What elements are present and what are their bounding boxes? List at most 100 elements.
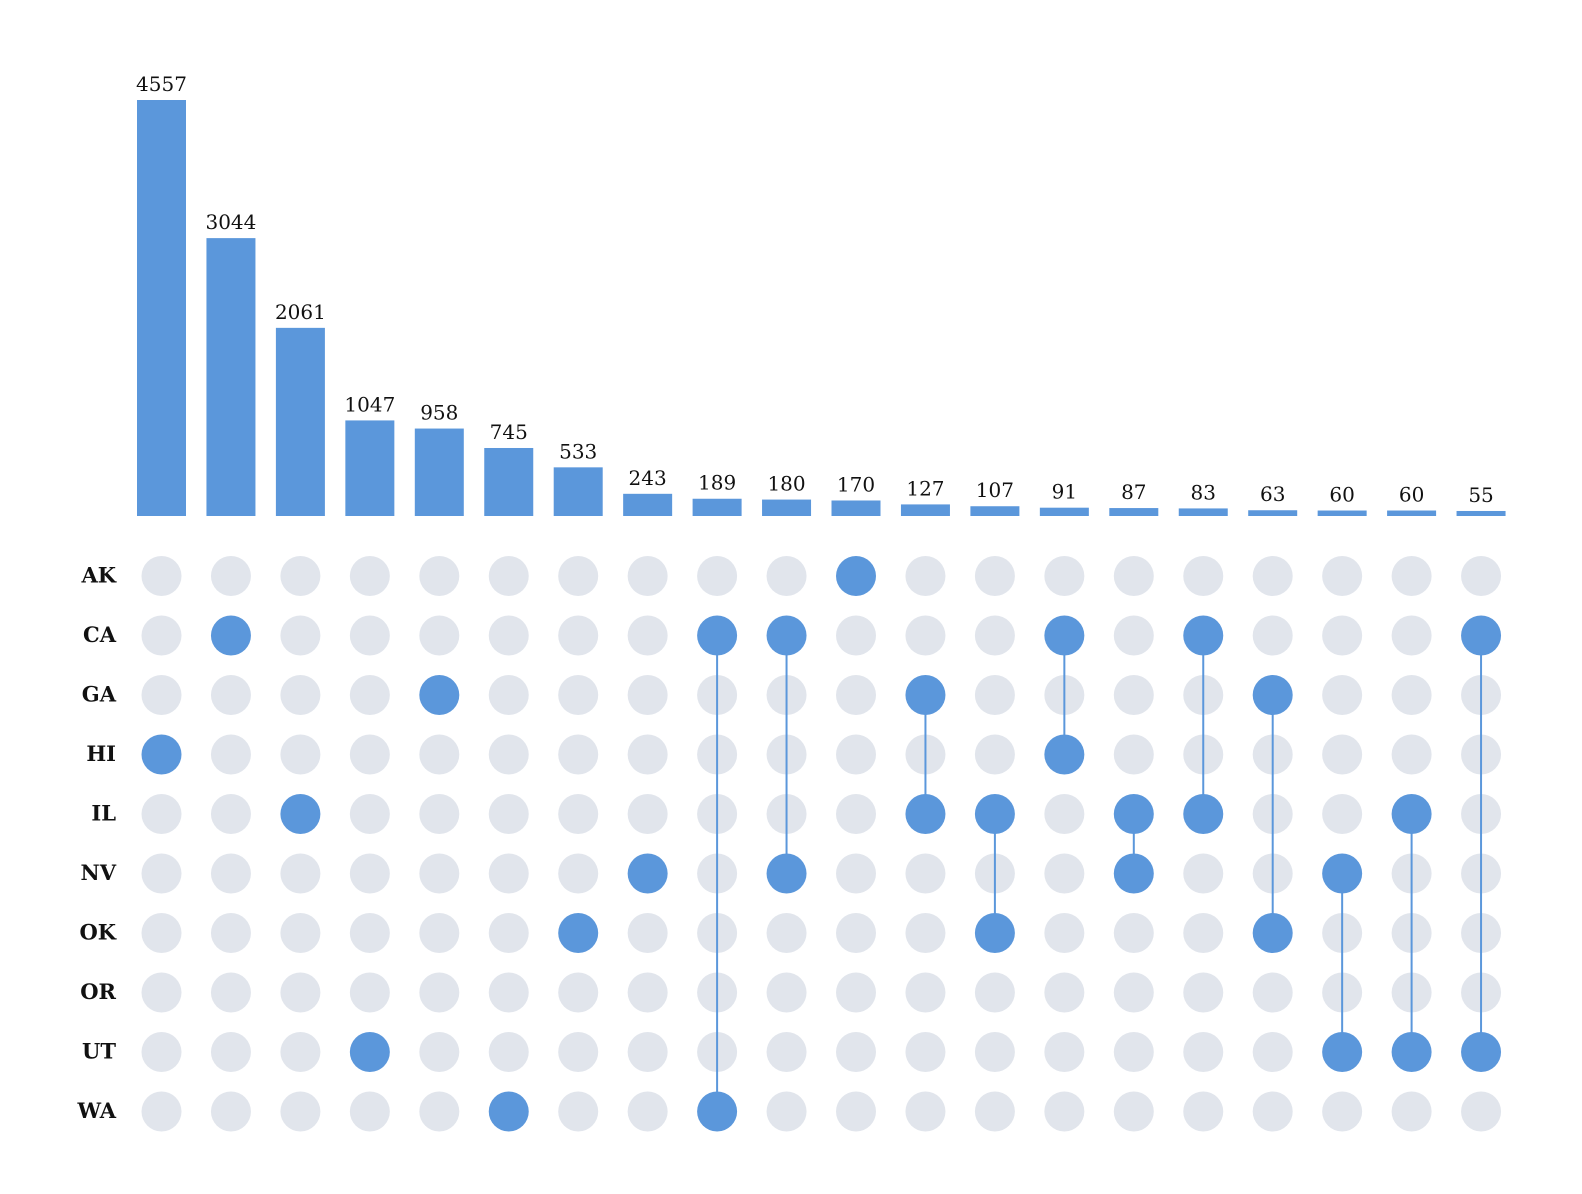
intersection-bar [900, 504, 950, 516]
matrix-dot-active [1322, 1032, 1363, 1072]
matrix-dot-inactive [627, 734, 668, 775]
matrix-dot-inactive [488, 675, 529, 715]
matrix-dot-inactive [836, 794, 876, 834]
matrix-column [1391, 556, 1432, 1132]
intersection-bar-label: 60 [1399, 483, 1424, 507]
matrix-dot-inactive [280, 1091, 321, 1132]
matrix-dot-inactive [1044, 853, 1085, 894]
matrix-dot-inactive [1322, 794, 1363, 834]
set-labels: AK CA GA HI IL NV OK OR UT WA [76, 563, 116, 1124]
matrix-dot-inactive [905, 972, 946, 1013]
intersection-bar-label: 107 [976, 478, 1014, 502]
intersection-bar [345, 420, 395, 516]
matrix-dot-inactive [1391, 675, 1432, 715]
matrix-dot-inactive [210, 1032, 251, 1072]
matrix-dot-inactive [1044, 913, 1085, 953]
intersection-bar [1039, 507, 1089, 516]
matrix-dot-active [558, 913, 599, 953]
matrix-dot-inactive [1113, 1032, 1154, 1072]
intersection-bar [1387, 510, 1437, 516]
matrix-dot-inactive [1113, 972, 1154, 1013]
matrix-dot-inactive [280, 556, 321, 596]
matrix-dot-inactive [141, 1032, 182, 1072]
matrix-dot-inactive [280, 675, 321, 715]
matrix-dot-inactive [558, 675, 599, 715]
intersection-bar [1178, 508, 1228, 516]
matrix-dot-inactive [558, 794, 599, 834]
intersection-bar-label: 55 [1468, 483, 1493, 507]
matrix-dot-inactive [1322, 615, 1363, 656]
matrix-column [349, 556, 390, 1132]
intersection-bar-label: 180 [767, 472, 805, 496]
matrix-dot-inactive [1183, 972, 1224, 1013]
set-label-ut: UT [82, 1039, 116, 1064]
matrix-column [1322, 556, 1363, 1132]
matrix-dot-inactive [974, 734, 1015, 775]
intersection-bar-label: 243 [629, 466, 667, 490]
matrix-dot-active [1391, 1032, 1432, 1072]
matrix-column [627, 556, 668, 1132]
matrix-dot-active [766, 615, 807, 656]
matrix-dot-inactive [836, 615, 876, 656]
matrix-dot-inactive [349, 1091, 390, 1132]
matrix-dot-active [1113, 853, 1154, 894]
matrix-dot-active [905, 675, 946, 715]
matrix-dot-inactive [280, 972, 321, 1013]
intersection-bar-label: 83 [1191, 480, 1216, 504]
matrix-dot-inactive [1044, 1032, 1085, 1072]
intersection-bar [1317, 510, 1367, 516]
matrix-dot-inactive [766, 1032, 807, 1072]
matrix-dot-inactive [349, 853, 390, 894]
matrix-dot-inactive [974, 1032, 1015, 1072]
matrix-dot-inactive [1391, 1091, 1432, 1132]
matrix-column [558, 556, 599, 1132]
matrix-dot-inactive [419, 972, 460, 1013]
matrix-dot-inactive [141, 972, 182, 1013]
matrix-dot-active [1252, 675, 1293, 715]
matrix-dot-inactive [141, 556, 182, 596]
intersection-bar-label: 91 [1052, 480, 1077, 504]
matrix-dot-inactive [1391, 734, 1432, 775]
intersection-bar-label: 87 [1121, 480, 1146, 504]
matrix-dot-inactive [1113, 675, 1154, 715]
matrix-dot-inactive [419, 913, 460, 953]
matrix-dot-inactive [974, 615, 1015, 656]
matrix-dot-inactive [419, 734, 460, 775]
matrix-dot-inactive [210, 1091, 251, 1132]
intersection-bar-label: 745 [490, 420, 528, 444]
matrix-dot-inactive [974, 675, 1015, 715]
matrix-dot-inactive [1252, 972, 1293, 1013]
matrix-dot-inactive [349, 913, 390, 953]
matrix-dot-inactive [766, 972, 807, 1013]
intersection-bar [762, 499, 812, 516]
matrix-dot-active [1461, 615, 1502, 656]
matrix-dot-active [1113, 794, 1154, 834]
matrix-dot-inactive [419, 615, 460, 656]
matrix-dot-inactive [488, 794, 529, 834]
intersection-bar [1109, 508, 1159, 516]
matrix-dot-inactive [905, 853, 946, 894]
matrix-column [1252, 556, 1293, 1132]
intersection-bar-label: 1047 [344, 392, 395, 416]
intersection-bar [1456, 510, 1506, 516]
matrix-dot-inactive [627, 1032, 668, 1072]
matrix-dot-inactive [627, 556, 668, 596]
matrix-dot-inactive [836, 972, 876, 1013]
matrix-column [1113, 556, 1154, 1132]
matrix-dot-active [766, 853, 807, 894]
matrix-dot-inactive [1044, 1091, 1085, 1132]
matrix-dot-active [349, 1032, 390, 1072]
matrix-dot-inactive [1391, 556, 1432, 596]
intersection-bar-label: 127 [906, 476, 944, 500]
matrix-dot-inactive [1183, 556, 1224, 596]
matrix-dot-inactive [1461, 1091, 1502, 1132]
matrix-dot-inactive [766, 1091, 807, 1132]
matrix-dot-inactive [141, 913, 182, 953]
intersection-bar [275, 327, 325, 516]
intersection-bar [623, 493, 673, 516]
matrix-dot-inactive [1252, 615, 1293, 656]
matrix-dot-inactive [905, 913, 946, 953]
matrix-dot-inactive [1183, 913, 1224, 953]
matrix-dot-inactive [558, 972, 599, 1013]
matrix-dot-active [280, 794, 321, 834]
